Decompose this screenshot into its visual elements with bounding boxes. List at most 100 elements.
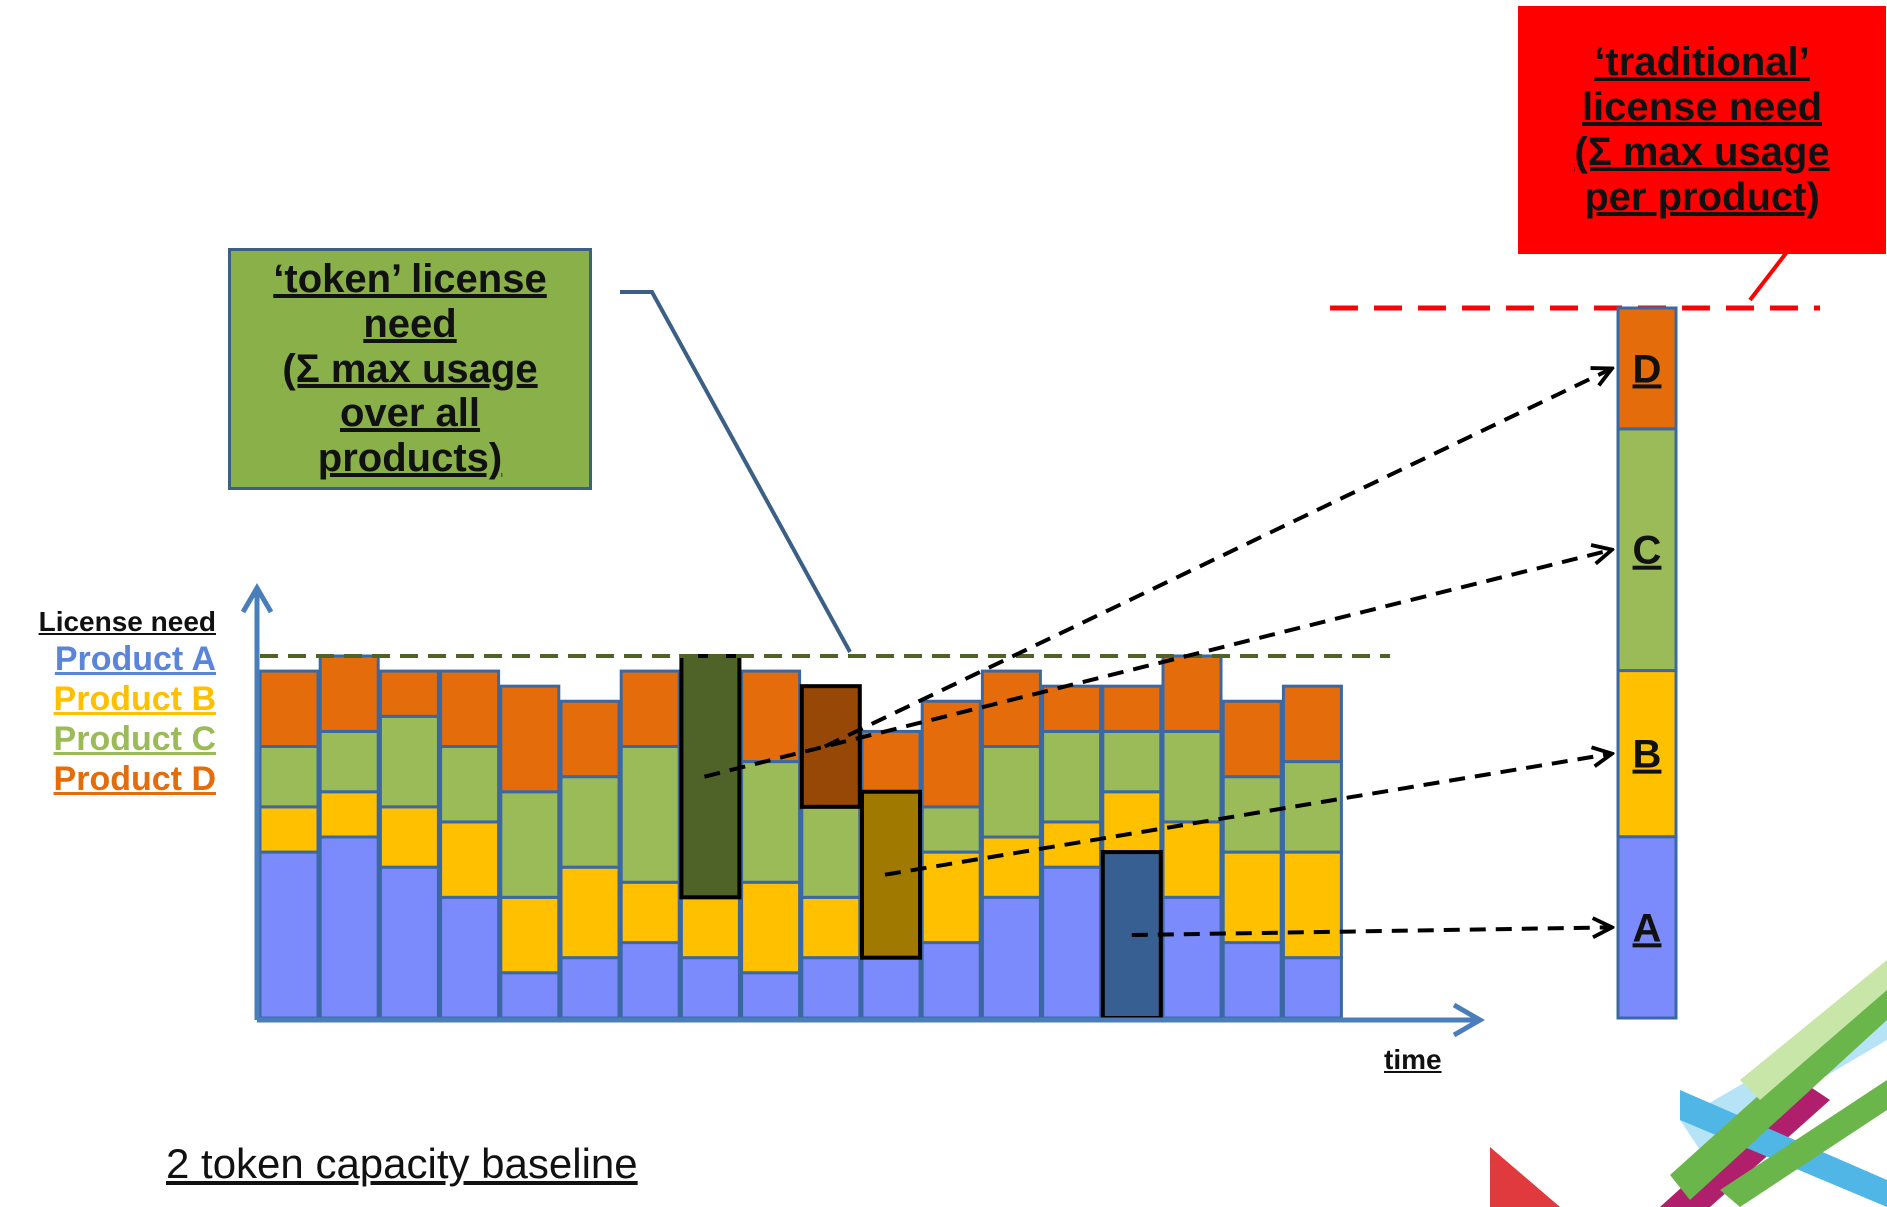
bar-product-b-1 bbox=[258, 805, 320, 854]
bar-product-b-2 bbox=[318, 790, 380, 839]
bar-product-b-4 bbox=[439, 820, 501, 899]
bar-product-d-15 bbox=[1101, 684, 1163, 733]
bar-product-b-3 bbox=[378, 805, 440, 869]
bar-product-d-9 bbox=[740, 669, 802, 764]
bar-product-b-17 bbox=[1221, 850, 1283, 945]
peak-arrows bbox=[703, 368, 1612, 935]
bar-product-d-6 bbox=[559, 699, 621, 779]
max-segment-label-c: C bbox=[1633, 529, 1662, 573]
max-segment-a bbox=[1616, 835, 1678, 1020]
token-line-1: ‘token’ license bbox=[273, 257, 547, 301]
bar-product-c-4 bbox=[439, 745, 501, 824]
bar-product-d-12 bbox=[920, 699, 982, 809]
bar-product-b-13 bbox=[980, 835, 1042, 899]
bar-product-a-10 bbox=[800, 956, 862, 1020]
bar-product-a-14 bbox=[1041, 865, 1103, 1020]
bar-product-a-3 bbox=[378, 865, 440, 1020]
bar-product-c-18 bbox=[1281, 760, 1343, 854]
legend-item-product-d: Product D bbox=[53, 760, 216, 798]
legend-item-product-b: Product B bbox=[53, 680, 216, 718]
arrow-to-d bbox=[823, 368, 1612, 749]
x-axis-label: time bbox=[1384, 1044, 1442, 1075]
bar-product-b-10 bbox=[800, 895, 862, 960]
peak-product-d bbox=[799, 684, 862, 809]
bar-product-d-4 bbox=[439, 669, 501, 748]
bar-product-a-4 bbox=[439, 895, 501, 1020]
arrow-to-b bbox=[884, 754, 1612, 877]
traditional-line-4: per product) bbox=[1584, 174, 1820, 219]
token-callout-line bbox=[620, 290, 852, 653]
max-segment-label-a: A bbox=[1633, 906, 1662, 950]
corner-stripes-decoration bbox=[1490, 960, 1887, 1207]
bar-product-d-18 bbox=[1281, 684, 1343, 764]
bar-product-a-6 bbox=[559, 956, 621, 1020]
traditional-line-1: ‘traditional’ bbox=[1594, 40, 1810, 85]
traditional-line-2: license need bbox=[1581, 85, 1823, 130]
token-line-5: products) bbox=[317, 436, 503, 481]
max-segment-c bbox=[1616, 427, 1678, 673]
bar-product-a-2 bbox=[318, 835, 380, 1020]
stacked-max-bar: A B C D bbox=[1616, 306, 1678, 1020]
max-segment-b bbox=[1616, 669, 1678, 839]
max-segment-d bbox=[1616, 306, 1678, 431]
bar-product-a-9 bbox=[740, 971, 802, 1020]
bar-product-d-16 bbox=[1161, 654, 1223, 733]
bar-product-a-7 bbox=[619, 941, 681, 1020]
bar-product-b-12 bbox=[920, 850, 982, 945]
token-line-2: need bbox=[363, 301, 457, 346]
token-license-box: ‘token’ license need (Σ max usage over a… bbox=[228, 248, 592, 490]
x-axis-arrowhead bbox=[1452, 1002, 1486, 1038]
bar-product-a-8 bbox=[679, 956, 741, 1020]
traditional-callout-line bbox=[1748, 246, 1792, 302]
bar-product-d-5 bbox=[499, 684, 561, 794]
bar-product-b-6 bbox=[559, 865, 621, 960]
bar-product-c-6 bbox=[559, 775, 621, 869]
bar-product-c-5 bbox=[499, 790, 561, 899]
bar-product-a-18 bbox=[1281, 956, 1343, 1020]
bar-product-a-11 bbox=[860, 956, 922, 1020]
bar-product-b-15 bbox=[1101, 790, 1163, 854]
legend-title: License need bbox=[38, 606, 216, 637]
bar-product-c-7 bbox=[619, 745, 681, 884]
bar-product-c-15 bbox=[1101, 729, 1163, 794]
axes bbox=[240, 583, 1486, 1038]
bar-product-d-1 bbox=[258, 669, 320, 748]
bar-product-d-7 bbox=[619, 669, 681, 748]
bar-product-b-9 bbox=[740, 880, 802, 975]
bar-product-b-7 bbox=[619, 880, 681, 945]
bar-product-d-2 bbox=[318, 654, 380, 733]
bar-product-d-14 bbox=[1041, 684, 1103, 733]
legend-item-product-c: Product C bbox=[53, 720, 216, 758]
legend-item-product-a: Product A bbox=[54, 640, 216, 678]
bar-product-b-16 bbox=[1161, 820, 1223, 899]
bar-product-a-1 bbox=[258, 850, 320, 1020]
max-segment-label-b: B bbox=[1633, 733, 1662, 777]
bar-product-d-13 bbox=[980, 669, 1042, 748]
caption: 2 token capacity baseline bbox=[166, 1140, 638, 1187]
bar-product-a-5 bbox=[499, 971, 561, 1020]
bar-product-a-12 bbox=[920, 941, 982, 1020]
bar-product-c-1 bbox=[258, 745, 320, 809]
traditional-license-box: ‘traditional’ license need (Σ max usage … bbox=[1518, 6, 1886, 254]
bar-product-a-16 bbox=[1161, 895, 1223, 1020]
bar-product-a-13 bbox=[980, 895, 1042, 1020]
bar-product-c-2 bbox=[318, 729, 380, 794]
bar-product-c-16 bbox=[1161, 729, 1223, 824]
arrow-to-a bbox=[1131, 927, 1612, 935]
traditional-line-3: (Σ max usage bbox=[1574, 130, 1830, 174]
token-line-3: (Σ max usage bbox=[282, 346, 538, 391]
y-axis-arrowhead bbox=[240, 583, 274, 614]
bar-product-d-17 bbox=[1221, 699, 1283, 779]
bar-product-c-13 bbox=[980, 745, 1042, 839]
token-line-4: over all bbox=[339, 391, 481, 436]
bar-product-c-3 bbox=[378, 714, 440, 809]
bar-product-c-14 bbox=[1041, 729, 1103, 824]
bar-product-b-8 bbox=[679, 895, 741, 960]
max-segment-label-d: D bbox=[1633, 347, 1662, 391]
bar-product-d-3 bbox=[378, 669, 440, 718]
bar-product-c-9 bbox=[740, 760, 802, 884]
bar-product-c-12 bbox=[920, 805, 982, 854]
bar-product-d-11 bbox=[860, 729, 922, 794]
bar-product-b-5 bbox=[499, 895, 561, 975]
